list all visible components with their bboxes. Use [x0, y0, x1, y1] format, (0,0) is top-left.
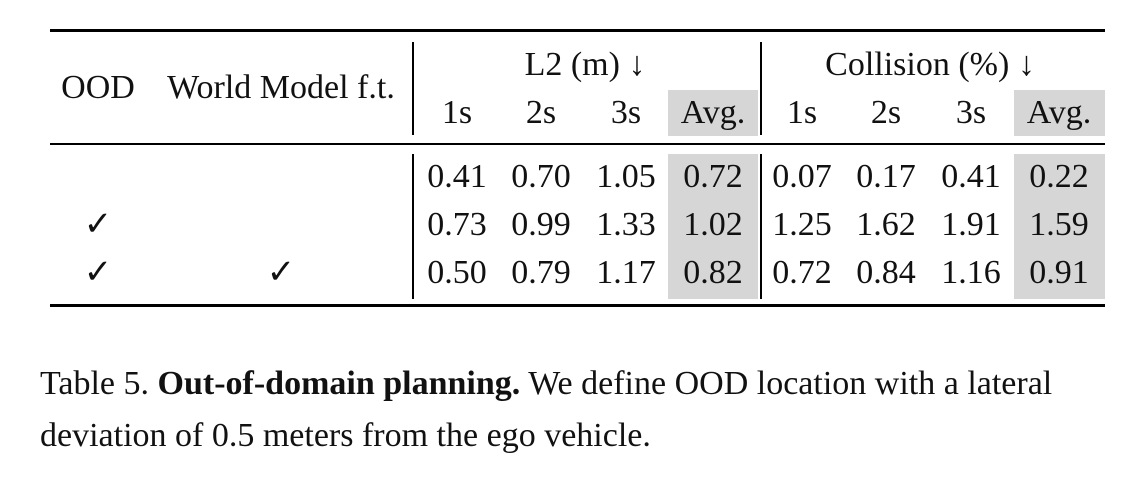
row2-col-2s: 1.62 [856, 206, 916, 243]
header-collision-avg: Avg. [1026, 94, 1092, 131]
table-bottom-rule [50, 304, 1105, 307]
header-collision-group: Collision (%) ↓ [825, 46, 1035, 83]
header-l2-avg: Avg. [680, 94, 746, 131]
header-l2-group: L2 (m) ↓ [524, 46, 646, 83]
header-ood: OOD [61, 69, 135, 106]
header-l2-1s: 1s [441, 94, 473, 131]
header-l2-3s: 3s [610, 94, 642, 131]
l2-avg-header-shade [668, 90, 758, 136]
row3-col-avg: 0.91 [1029, 254, 1089, 291]
table-top-rule [50, 29, 1105, 32]
row1-col-1s: 0.07 [772, 158, 832, 195]
row2-col-avg: 1.59 [1029, 206, 1089, 243]
row2-col-1s: 1.25 [772, 206, 832, 243]
header-l2-2s: 2s [525, 94, 557, 131]
row2-l2-1s: 0.73 [427, 206, 487, 243]
row2-l2-2s: 0.99 [511, 206, 571, 243]
row3-wm-check: ✓ [266, 254, 296, 291]
header-collision-1s: 1s [786, 94, 818, 131]
header-collision-3s: 3s [955, 94, 987, 131]
header-separator-right [760, 42, 762, 135]
row1-l2-avg: 0.72 [683, 158, 743, 195]
body-separator-left [412, 154, 414, 299]
caption-label: Table 5. [40, 365, 150, 402]
row1-col-3s: 0.41 [941, 158, 1001, 195]
caption-text: We define OOD location with a lateral de… [40, 365, 1053, 454]
table-header-rule [50, 143, 1105, 145]
row1-col-avg: 0.22 [1029, 158, 1089, 195]
collision-avg-header-shade [1014, 90, 1105, 136]
row3-l2-1s: 0.50 [427, 254, 487, 291]
caption-title: Out-of-domain planning. [157, 365, 521, 402]
row2-ood-check: ✓ [83, 206, 113, 243]
row3-col-2s: 0.84 [856, 254, 916, 291]
collision-avg-column-shade [1014, 154, 1105, 299]
row3-ood-check: ✓ [83, 254, 113, 291]
header-world-model: World Model f.t. [167, 69, 395, 106]
row2-l2-3s: 1.33 [596, 206, 656, 243]
row1-col-2s: 0.17 [856, 158, 916, 195]
row1-l2-1s: 0.41 [427, 158, 487, 195]
row3-col-1s: 0.72 [772, 254, 832, 291]
row1-l2-2s: 0.70 [511, 158, 571, 195]
row1-l2-3s: 1.05 [596, 158, 656, 195]
table-caption: Table 5. Out-of-domain planning. We defi… [40, 358, 1110, 462]
body-separator-right [760, 154, 762, 299]
row3-l2-avg: 0.82 [683, 254, 743, 291]
row3-l2-2s: 0.79 [511, 254, 571, 291]
header-separator-left [412, 42, 414, 135]
row2-col-3s: 1.91 [941, 206, 1001, 243]
l2-avg-column-shade [668, 154, 758, 299]
row2-l2-avg: 1.02 [683, 206, 743, 243]
row3-l2-3s: 1.17 [596, 254, 656, 291]
row3-col-3s: 1.16 [941, 254, 1001, 291]
header-collision-2s: 2s [870, 94, 902, 131]
